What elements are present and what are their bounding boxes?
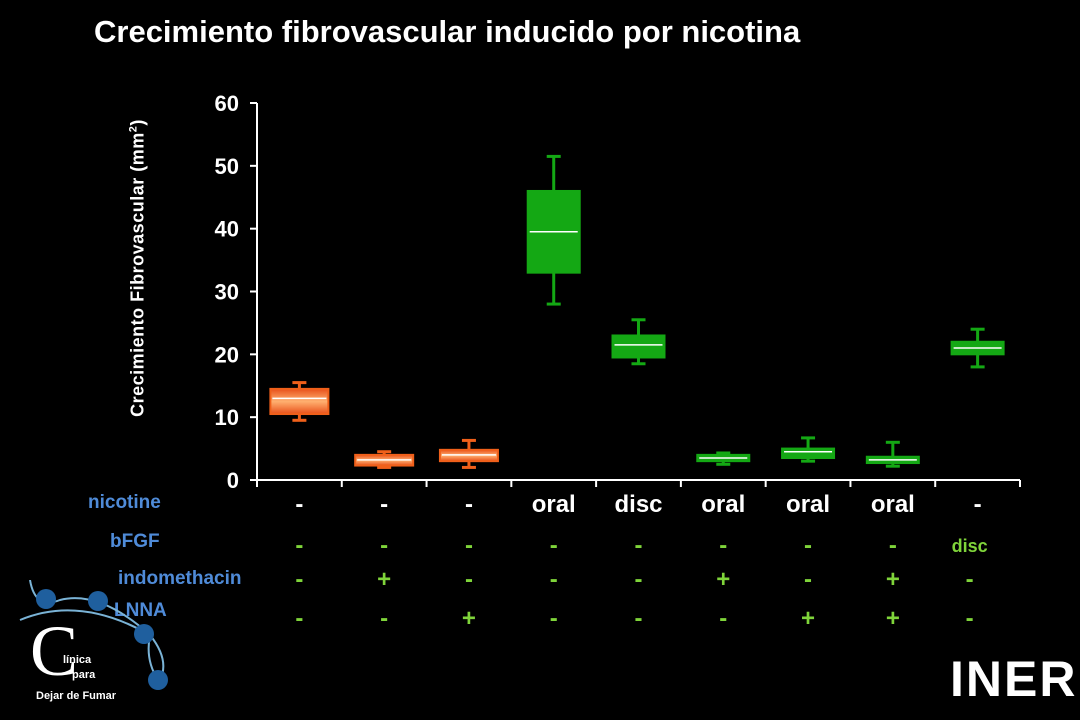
cell-lnna-9: - xyxy=(965,605,974,632)
cell-lnna-2: - xyxy=(380,605,389,632)
category-label: - xyxy=(465,491,473,518)
y-tick-label: 50 xyxy=(215,154,239,179)
box-3 xyxy=(438,438,499,469)
box-body xyxy=(269,387,330,416)
logo-text-2: para xyxy=(72,669,96,681)
cell-bfgf-8: - xyxy=(888,532,897,559)
cell-indomethacin-5: - xyxy=(634,566,643,593)
y-tick-label: 20 xyxy=(215,342,239,367)
row-label-lnna: LNNA xyxy=(114,600,167,621)
box-9 xyxy=(950,327,1005,369)
box-4 xyxy=(526,154,581,306)
category-label: - xyxy=(295,491,303,518)
chart-title: Crecimiento fibrovascular inducido por n… xyxy=(94,14,801,49)
category-label: - xyxy=(380,491,388,518)
cell-lnna-8: + xyxy=(885,605,900,632)
cell-bfgf-7: - xyxy=(804,532,813,559)
y-tick-label: 10 xyxy=(215,405,239,430)
cell-bfgf-4: - xyxy=(549,532,558,559)
category-label: oral xyxy=(871,491,915,518)
cell-bfgf-3: - xyxy=(464,532,473,559)
category-label: disc xyxy=(614,491,662,518)
box-8 xyxy=(865,440,920,468)
y-tick-label: 0 xyxy=(227,468,239,493)
box-5 xyxy=(611,318,666,366)
axes xyxy=(250,102,1021,487)
box-6 xyxy=(696,451,751,466)
cell-indomethacin-8: + xyxy=(885,566,900,593)
cell-lnna-1: - xyxy=(295,605,304,632)
logo-text-3: Dejar de Fumar xyxy=(36,690,117,702)
category-label: - xyxy=(974,491,982,518)
y-tick-label: 40 xyxy=(215,217,239,242)
boxes xyxy=(269,154,1005,469)
logo-letter: C xyxy=(30,611,79,691)
row-label-bfgf: bFGF xyxy=(110,531,160,552)
box-body xyxy=(781,447,836,460)
row-label-indomethacin: indomethacin xyxy=(118,568,242,589)
cell-bfgf-6: - xyxy=(719,532,728,559)
institution-logo: INER xyxy=(950,651,1078,707)
cell-indomethacin-6: + xyxy=(716,566,731,593)
category-label: oral xyxy=(701,491,745,518)
cell-bfgf-1: - xyxy=(295,532,304,559)
row-label-nicotine: nicotine xyxy=(88,492,161,513)
cell-lnna-4: - xyxy=(549,605,558,632)
cell-indomethacin-7: - xyxy=(804,566,813,593)
cell-indomethacin-1: - xyxy=(295,566,304,593)
cell-indomethacin-3: - xyxy=(464,566,473,593)
cell-lnna-7: + xyxy=(801,605,816,632)
cell-indomethacin-2: + xyxy=(377,566,392,593)
box-body xyxy=(611,334,666,359)
category-label: oral xyxy=(786,491,830,518)
y-tick-label: 60 xyxy=(215,91,239,116)
box-2 xyxy=(354,450,415,469)
category-label: oral xyxy=(532,491,576,518)
cell-indomethacin-9: - xyxy=(965,566,974,593)
cell-bfgf-2: - xyxy=(380,532,389,559)
cell-lnna-5: - xyxy=(634,605,643,632)
cell-bfgf-5: - xyxy=(634,532,643,559)
cell-lnna-6: - xyxy=(719,605,728,632)
cell-bfgf-9: disc xyxy=(951,536,988,556)
cell-indomethacin-4: - xyxy=(549,566,558,593)
logo-text-1: línica xyxy=(63,654,92,666)
tick-labels: 0 10 20 30 40 50 60 - - - oral disc oral oral oral - xyxy=(215,91,982,518)
box-1 xyxy=(269,381,330,422)
cell-lnna-3: + xyxy=(461,605,476,632)
box-7 xyxy=(781,436,836,463)
y-tick-label: 30 xyxy=(215,280,239,305)
